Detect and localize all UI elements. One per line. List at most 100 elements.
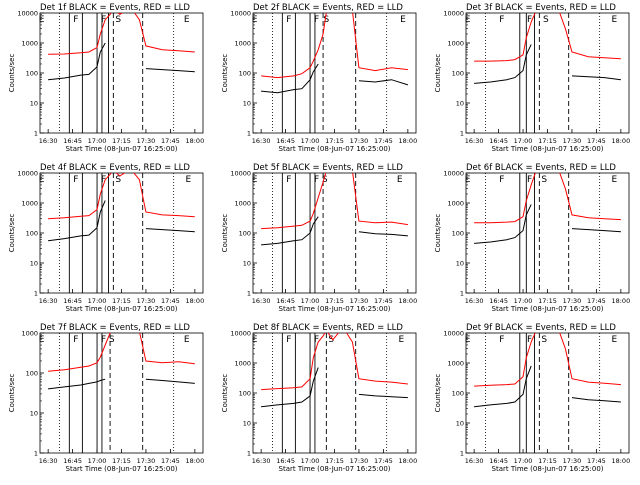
series-events-line — [474, 44, 621, 84]
marker-label: F — [527, 335, 532, 345]
marker-label: E — [184, 335, 190, 345]
y-tick-label: 10 — [243, 260, 251, 268]
series-lld-line — [48, 333, 195, 372]
y-tick-label: 1000 — [21, 200, 38, 208]
y-axis-label: Counts/sec — [221, 54, 229, 93]
x-tick-label: 17:00 — [301, 457, 320, 465]
plot-frame — [465, 12, 630, 134]
y-axis-label: Counts/sec — [8, 374, 16, 413]
x-tick-label: 17:00 — [514, 457, 533, 465]
series-events-line — [261, 367, 408, 408]
y-axis-label: Counts/sec — [8, 214, 16, 253]
x-axis-label: Start Time (08-Jun-07 16:25:00) — [492, 305, 604, 313]
x-tick-label: 17:45 — [161, 457, 180, 465]
x-tick-label: 17:30 — [350, 297, 369, 305]
x-tick-label: 16:30 — [39, 137, 58, 145]
y-axis-label: Counts/sec — [221, 374, 229, 413]
y-tick-label: 100 — [26, 230, 38, 238]
plot-frame — [39, 332, 204, 454]
x-tick-label: 16:30 — [465, 457, 484, 465]
marker-label: E — [39, 175, 45, 185]
y-tick-label: 100 — [452, 230, 464, 238]
plot-frame — [465, 172, 630, 294]
marker-label: E — [611, 175, 617, 185]
panel-title: Det 8f BLACK = Events, RED = LLD — [253, 323, 403, 333]
y-tick-label: 100 — [239, 230, 251, 238]
x-tick-label: 17:30 — [563, 297, 582, 305]
y-tick-label: 1 — [460, 450, 464, 458]
y-tick-label: 1 — [247, 130, 251, 138]
series-lld-line — [261, 13, 408, 79]
x-tick-label: 17:30 — [350, 137, 369, 145]
plot-frame — [252, 172, 417, 294]
y-tick-label: 100 — [26, 370, 38, 378]
x-tick-label: 17:15 — [325, 297, 344, 305]
y-tick-label: 100 — [239, 70, 251, 78]
panel-title: Det 6f BLACK = Events, RED = LLD — [466, 163, 616, 173]
x-tick-label: 16:30 — [252, 297, 271, 305]
marker-label: E — [39, 335, 45, 345]
series-lld-line — [48, 13, 195, 55]
x-tick-label: 17:45 — [587, 457, 606, 465]
y-tick-label: 10000 — [17, 170, 38, 178]
marker-label: E — [252, 335, 258, 345]
x-tick-label: 17:15 — [112, 137, 131, 145]
series-lld-line — [48, 173, 195, 220]
panel-det-3: Det 3f BLACK = Events, RED = LLD 1 10 100 10… — [434, 3, 630, 153]
panel-det-8: Det 8f BLACK = Events, RED = LLD 1 10 100 10… — [221, 323, 417, 473]
marker-label: F — [73, 175, 78, 185]
x-axis-label: Start Time (08-Jun-07 16:25:00) — [66, 465, 178, 473]
y-tick-label: 10000 — [443, 170, 464, 178]
x-tick-label: 17:00 — [88, 137, 107, 145]
marker-label: F — [314, 335, 319, 345]
marker-label: S — [323, 15, 329, 25]
y-tick-label: 10 — [243, 100, 251, 108]
x-tick-label: 16:30 — [252, 137, 271, 145]
panel-det-4: Det 4f BLACK = Events, RED = LLD 1 10 100 10… — [8, 163, 204, 313]
x-tick-label: 18:00 — [398, 137, 417, 145]
panel-title: Det 4f BLACK = Events, RED = LLD — [40, 163, 190, 173]
x-tick-label: 17:00 — [301, 137, 320, 145]
panel-det-9: Det 9f BLACK = Events, RED = LLD 1 10 100 10… — [434, 323, 630, 473]
plot-frame — [39, 172, 204, 294]
panel-det-7: Det 7f BLACK = Events, RED = LLD 1 10 100 10… — [8, 323, 204, 473]
marker-label: F — [101, 175, 106, 185]
marker-label: F — [101, 335, 106, 345]
y-tick-label: 1 — [460, 130, 464, 138]
x-tick-label: 17:45 — [374, 457, 393, 465]
y-tick-label: 10000 — [230, 170, 251, 178]
x-axis-label: Start Time (08-Jun-07 16:25:00) — [279, 465, 391, 473]
x-tick-label: 16:45 — [276, 137, 295, 145]
x-tick-label: 17:30 — [137, 137, 156, 145]
y-tick-label: 10 — [456, 100, 464, 108]
marker-label: E — [184, 15, 190, 25]
series-lld-line — [474, 13, 621, 62]
x-tick-label: 18:00 — [398, 297, 417, 305]
y-tick-label: 1000 — [234, 40, 251, 48]
series-lld-line — [261, 173, 408, 230]
marker-label: F — [286, 335, 291, 345]
x-axis-label: Start Time (08-Jun-07 16:25:00) — [279, 145, 391, 153]
marker-label: F — [527, 15, 532, 25]
x-tick-label: 16:45 — [63, 457, 82, 465]
x-tick-label: 17:00 — [514, 297, 533, 305]
marker-label: F — [314, 175, 319, 185]
marker-label: F — [73, 335, 78, 345]
x-axis-label: Start Time (08-Jun-07 16:25:00) — [492, 465, 604, 473]
y-axis-label: Counts/sec — [434, 374, 442, 413]
marker-label: E — [465, 175, 471, 185]
y-axis-label: Counts/sec — [434, 214, 442, 253]
x-tick-label: 16:45 — [63, 137, 82, 145]
x-tick-label: 18:00 — [398, 457, 417, 465]
series-lld-line — [474, 333, 621, 387]
y-tick-label: 10 — [456, 260, 464, 268]
y-tick-label: 1 — [34, 130, 38, 138]
series-events-line — [48, 42, 195, 81]
x-axis-label: Start Time (08-Jun-07 16:25:00) — [279, 305, 391, 313]
y-tick-label: 100 — [452, 70, 464, 78]
x-tick-label: 18:00 — [611, 297, 630, 305]
y-tick-label: 10000 — [230, 330, 251, 338]
y-tick-label: 1000 — [447, 360, 464, 368]
y-axis-label: Counts/sec — [8, 54, 16, 93]
